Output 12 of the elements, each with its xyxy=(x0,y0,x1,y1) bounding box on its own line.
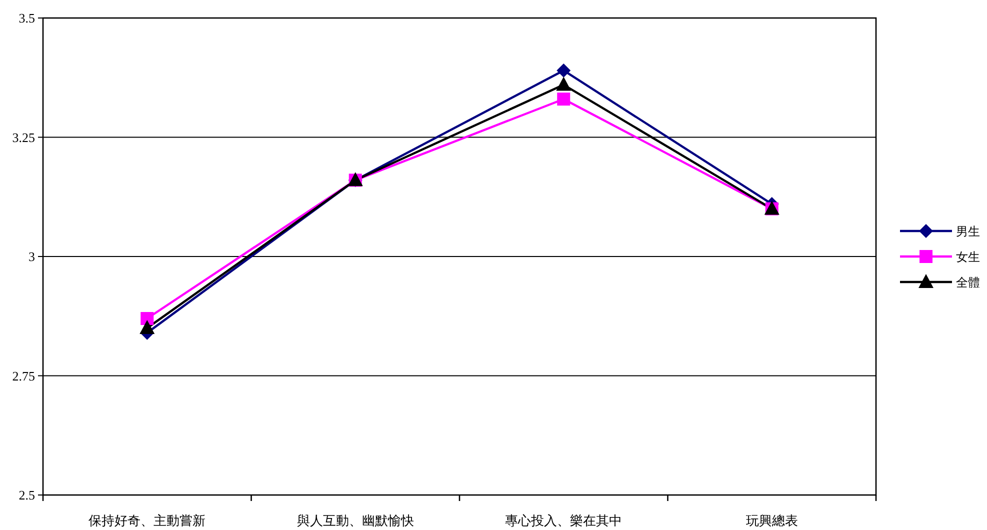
legend-label: 女生 xyxy=(956,250,980,264)
y-tick-label: 3.25 xyxy=(12,130,35,145)
y-tick-label: 3.5 xyxy=(18,10,35,26)
x-tick-label: 與人互動、幽默愉快 xyxy=(296,513,414,528)
y-tick-label: 2.75 xyxy=(12,368,35,384)
legend-label: 男生 xyxy=(956,224,980,238)
x-tick-label: 專心投入、樂在其中 xyxy=(505,513,622,528)
x-tick-label: 保持好奇、主動嘗新 xyxy=(88,513,206,528)
y-tick-label: 3 xyxy=(28,249,35,264)
y-tick-label: 2.5 xyxy=(18,488,35,502)
legend-label: 全體 xyxy=(956,276,980,290)
x-tick-label: 玩興總表 xyxy=(746,513,798,528)
